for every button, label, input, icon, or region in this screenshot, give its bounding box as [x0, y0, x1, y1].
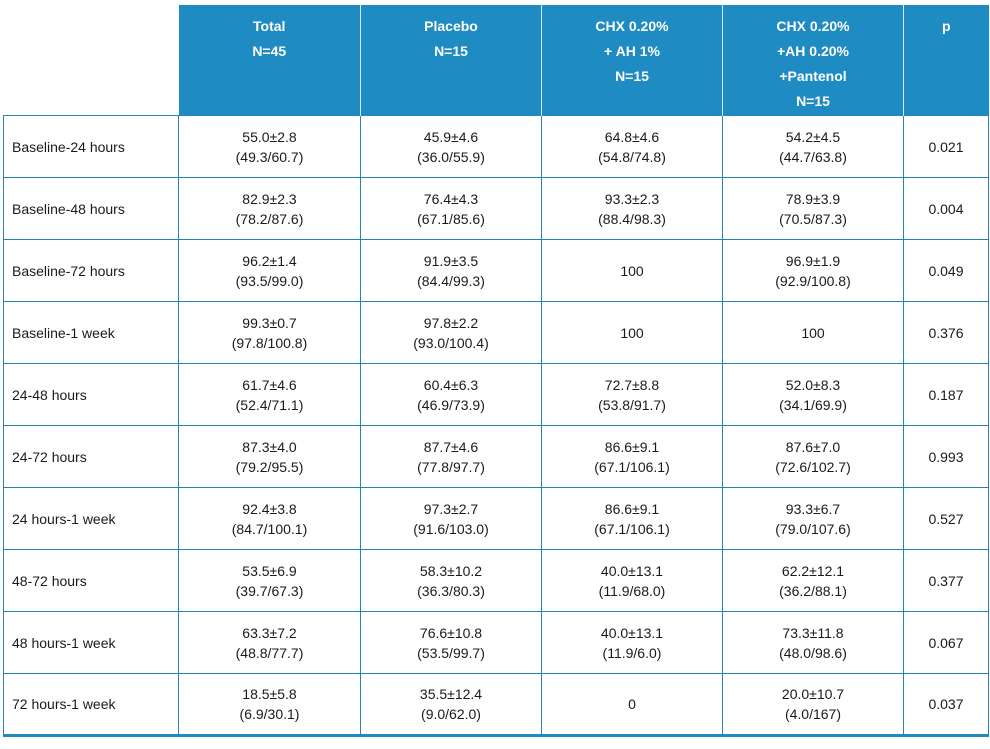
data-cell-placebo: 87.7±4.6 (77.8/97.7): [360, 425, 542, 488]
data-cell-total: 63.3±7.2 (48.8/77.7): [178, 611, 361, 674]
data-cell-placebo: 35.5±12.4 (9.0/62.0): [360, 673, 542, 737]
data-cell-chx-ah1: 100: [541, 239, 723, 302]
table-row: Baseline-48 hours 82.9±2.3 (78.2/87.6) 7…: [3, 177, 989, 240]
data-cell-chx-ah1: 100: [541, 301, 723, 364]
table-row: 24 hours-1 week 92.4±3.8 (84.7/100.1) 97…: [3, 487, 989, 550]
data-cell-placebo: 97.3±2.7 (91.6/103.0): [360, 487, 542, 550]
column-header-chx-ah1: CHX 0.20% + AH 1% N=15: [541, 5, 723, 116]
data-cell-chx-ah02-pantenol: 96.9±1.9 (92.9/100.8): [722, 239, 904, 302]
table-row: Baseline-24 hours 55.0±2.8 (49.3/60.7) 4…: [3, 115, 989, 178]
header-row: Total N=45 Placebo N=15 CHX 0.20% + AH 1…: [4, 5, 989, 116]
data-cell-total: 18.5±5.8 (6.9/30.1): [178, 673, 361, 737]
table-row: 72 hours-1 week 18.5±5.8 (6.9/30.1) 35.5…: [3, 673, 989, 737]
p-value-cell: 0.377: [903, 549, 989, 612]
p-value-cell: 0.376: [903, 301, 989, 364]
data-cell-total: 53.5±6.9 (39.7/67.3): [178, 549, 361, 612]
data-cell-chx-ah02-pantenol: 73.3±11.8 (48.0/98.6): [722, 611, 904, 674]
p-value-cell: 0.004: [903, 177, 989, 240]
data-cell-placebo: 60.4±6.3 (46.9/73.9): [360, 363, 542, 426]
data-cell-total: 82.9±2.3 (78.2/87.6): [178, 177, 361, 240]
p-value-cell: 0.037: [903, 673, 989, 737]
table-row: Baseline-1 week 99.3±0.7 (97.8/100.8) 97…: [3, 301, 989, 364]
data-cell-chx-ah02-pantenol: 62.2±12.1 (36.2/88.1): [722, 549, 904, 612]
row-label: 72 hours-1 week: [3, 673, 179, 737]
column-header-chx-ah02-pantenol: CHX 0.20% +AH 0.20% +Pantenol N=15: [722, 5, 904, 116]
data-cell-placebo: 76.6±10.8 (53.5/99.7): [360, 611, 542, 674]
data-cell-chx-ah02-pantenol: 87.6±7.0 (72.6/102.7): [722, 425, 904, 488]
data-cell-chx-ah1: 86.6±9.1 (67.1/106.1): [541, 487, 723, 550]
data-cell-chx-ah02-pantenol: 52.0±8.3 (34.1/69.9): [722, 363, 904, 426]
p-value-cell: 0.067: [903, 611, 989, 674]
table-header: Total N=45 Placebo N=15 CHX 0.20% + AH 1…: [4, 5, 989, 116]
data-cell-chx-ah02-pantenol: 54.2±4.5 (44.7/63.8): [722, 115, 904, 178]
data-cell-chx-ah02-pantenol: 93.3±6.7 (79.0/107.6): [722, 487, 904, 550]
p-value-cell: 0.049: [903, 239, 989, 302]
row-label: 24-48 hours: [3, 363, 179, 426]
data-cell-total: 92.4±3.8 (84.7/100.1): [178, 487, 361, 550]
data-cell-placebo: 58.3±10.2 (36.3/80.3): [360, 549, 542, 612]
row-label: Baseline-24 hours: [3, 115, 179, 178]
table-row: 48-72 hours 53.5±6.9 (39.7/67.3) 58.3±10…: [3, 549, 989, 612]
data-cell-chx-ah1: 0: [541, 673, 723, 737]
data-cell-placebo: 76.4±4.3 (67.1/85.6): [360, 177, 542, 240]
data-cell-chx-ah1: 40.0±13.1 (11.9/6.0): [541, 611, 723, 674]
column-header-p: p: [903, 5, 989, 116]
row-label: 24 hours-1 week: [3, 487, 179, 550]
data-cell-placebo: 45.9±4.6 (36.0/55.9): [360, 115, 542, 178]
data-cell-chx-ah1: 72.7±8.8 (53.8/91.7): [541, 363, 723, 426]
row-label: 48-72 hours: [3, 549, 179, 612]
data-cell-total: 87.3±4.0 (79.2/95.5): [178, 425, 361, 488]
results-table: Total N=45 Placebo N=15 CHX 0.20% + AH 1…: [3, 5, 989, 737]
p-value-cell: 0.021: [903, 115, 989, 178]
data-cell-chx-ah1: 86.6±9.1 (67.1/106.1): [541, 425, 723, 488]
table-row: 48 hours-1 week 63.3±7.2 (48.8/77.7) 76.…: [3, 611, 989, 674]
p-value-cell: 0.527: [903, 487, 989, 550]
corner-cell: [4, 5, 179, 116]
data-cell-total: 61.7±4.6 (52.4/71.1): [178, 363, 361, 426]
row-label: 48 hours-1 week: [3, 611, 179, 674]
row-label: 24-72 hours: [3, 425, 179, 488]
table-row: 24-72 hours 87.3±4.0 (79.2/95.5) 87.7±4.…: [3, 425, 989, 488]
data-cell-total: 96.2±1.4 (93.5/99.0): [178, 239, 361, 302]
table-body: Baseline-24 hours 55.0±2.8 (49.3/60.7) 4…: [3, 115, 989, 737]
row-label: Baseline-72 hours: [3, 239, 179, 302]
data-cell-placebo: 97.8±2.2 (93.0/100.4): [360, 301, 542, 364]
data-cell-placebo: 91.9±3.5 (84.4/99.3): [360, 239, 542, 302]
row-label: Baseline-1 week: [3, 301, 179, 364]
data-cell-chx-ah1: 40.0±13.1 (11.9/68.0): [541, 549, 723, 612]
data-cell-chx-ah02-pantenol: 78.9±3.9 (70.5/87.3): [722, 177, 904, 240]
data-cell-chx-ah02-pantenol: 20.0±10.7 (4.0/167): [722, 673, 904, 737]
column-header-total: Total N=45: [178, 5, 361, 116]
row-label: Baseline-48 hours: [3, 177, 179, 240]
p-value-cell: 0.187: [903, 363, 989, 426]
column-header-placebo: Placebo N=15: [360, 5, 542, 116]
p-value-cell: 0.993: [903, 425, 989, 488]
table-row: Baseline-72 hours 96.2±1.4 (93.5/99.0) 9…: [3, 239, 989, 302]
data-cell-total: 55.0±2.8 (49.3/60.7): [178, 115, 361, 178]
data-cell-chx-ah1: 93.3±2.3 (88.4/98.3): [541, 177, 723, 240]
table-row: 24-48 hours 61.7±4.6 (52.4/71.1) 60.4±6.…: [3, 363, 989, 426]
data-cell-total: 99.3±0.7 (97.8/100.8): [178, 301, 361, 364]
data-cell-chx-ah02-pantenol: 100: [722, 301, 904, 364]
data-cell-chx-ah1: 64.8±4.6 (54.8/74.8): [541, 115, 723, 178]
